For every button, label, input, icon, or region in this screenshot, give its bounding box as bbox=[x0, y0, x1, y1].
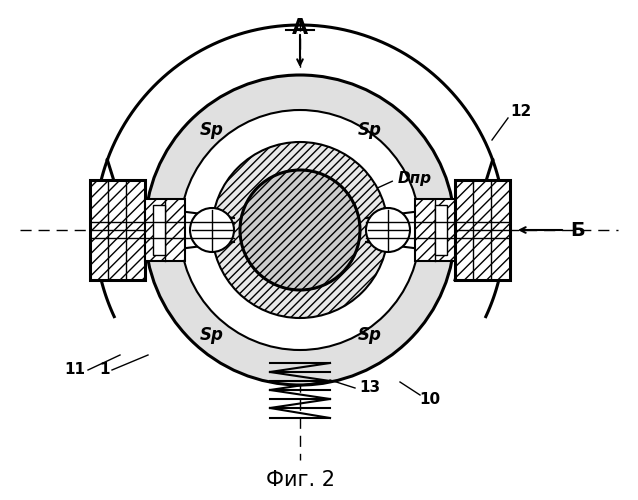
Circle shape bbox=[145, 75, 455, 385]
Text: 11: 11 bbox=[64, 362, 85, 378]
Circle shape bbox=[190, 208, 234, 252]
Bar bbox=[145, 199, 185, 261]
Text: Фиг. 2: Фиг. 2 bbox=[265, 470, 334, 490]
Bar bbox=[435, 205, 447, 255]
Bar bbox=[90, 180, 145, 280]
Circle shape bbox=[240, 170, 360, 290]
Bar bbox=[415, 199, 455, 261]
Text: Sр: Sр bbox=[200, 121, 224, 139]
Text: 12: 12 bbox=[510, 104, 531, 120]
Text: Sр: Sр bbox=[358, 121, 382, 139]
Bar bbox=[153, 205, 165, 255]
Text: Б: Б bbox=[570, 220, 585, 240]
Text: Dпр: Dпр bbox=[398, 170, 432, 186]
Text: Sр: Sр bbox=[200, 326, 224, 344]
Text: А: А bbox=[292, 18, 308, 38]
Circle shape bbox=[180, 110, 420, 350]
Circle shape bbox=[212, 142, 388, 318]
Text: 13: 13 bbox=[359, 380, 380, 396]
Circle shape bbox=[366, 208, 410, 252]
Text: 1: 1 bbox=[100, 362, 110, 378]
Bar bbox=[455, 180, 510, 280]
Text: Sр: Sр bbox=[358, 326, 382, 344]
Text: 10: 10 bbox=[419, 392, 441, 407]
